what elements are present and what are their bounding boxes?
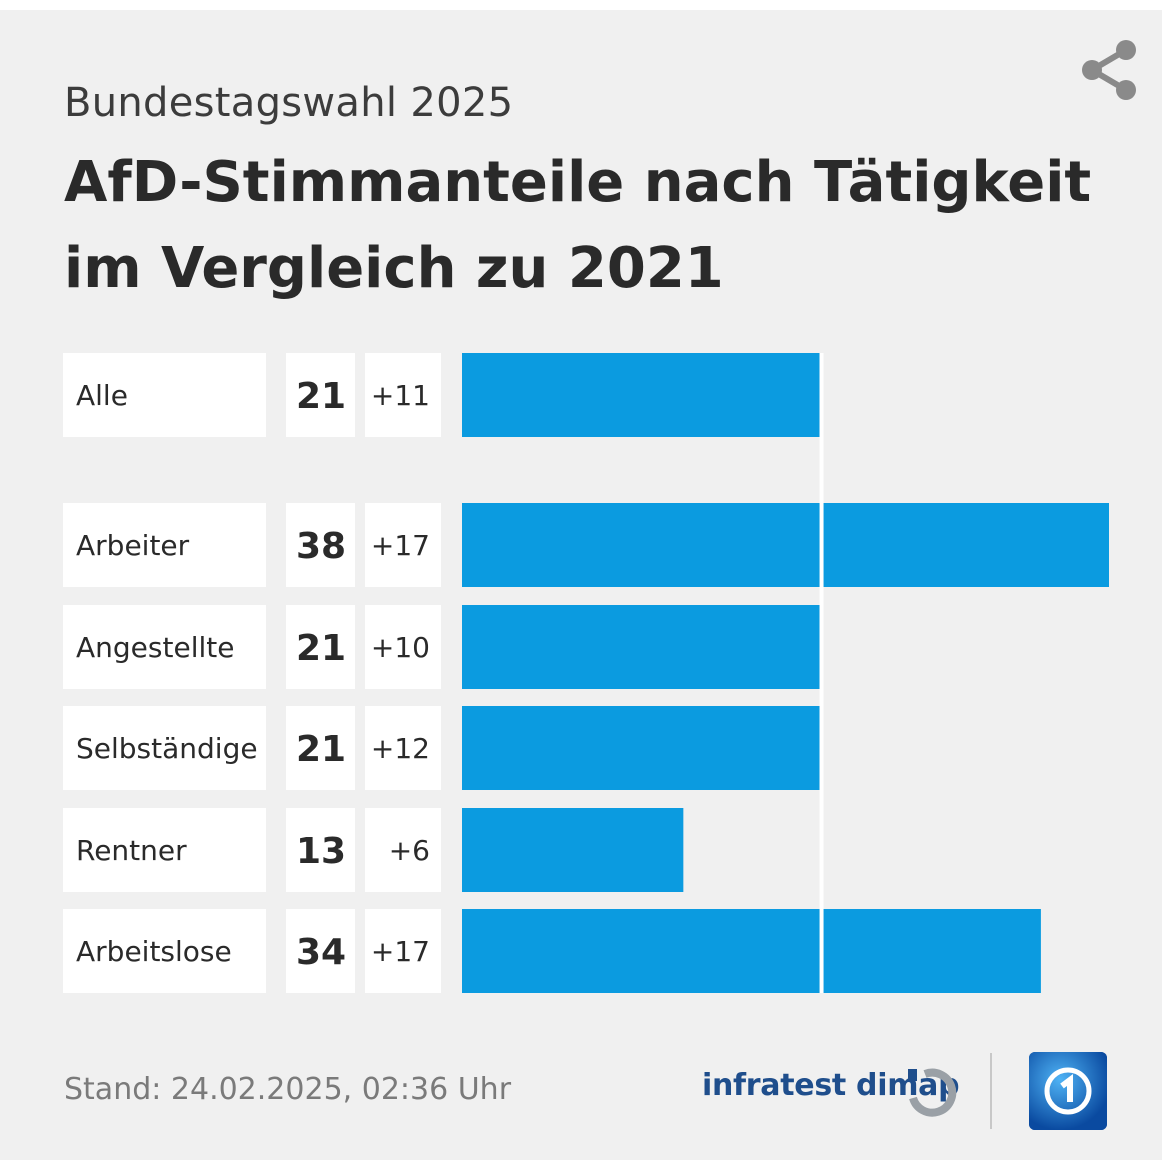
tagesschau-logo [1029, 1052, 1107, 1130]
category-label-alle: Alle [76, 379, 128, 412]
value-label-arbeiter: 38 [296, 526, 346, 567]
change-box-rentner [365, 808, 441, 892]
stand-timestamp: Stand: 24.02.2025, 02:36 Uhr [64, 1072, 512, 1107]
category-label-box-arbeiter [63, 503, 266, 587]
value-box-angestellte [286, 605, 355, 689]
change-box-alle [365, 353, 441, 437]
footer-divider [990, 1053, 992, 1129]
category-label-rentner: Rentner [76, 834, 187, 867]
change-box-selbst-ndige [365, 706, 441, 790]
value-box-rentner [286, 808, 355, 892]
category-label-box-selbst-ndige [63, 706, 266, 790]
change-label-selbst-ndige: +12 [371, 732, 430, 765]
value-box-selbst-ndige [286, 706, 355, 790]
chart-title-line1: AfD-Stimmanteile nach Tätigkeit [64, 150, 1092, 215]
bar-angestellte [462, 605, 820, 689]
value-label-arbeitslose: 34 [296, 932, 346, 973]
change-box-angestellte [365, 605, 441, 689]
category-label-selbst-ndige: Selbständige [76, 732, 258, 765]
change-label-angestellte: +10 [371, 631, 430, 664]
bar-arbeiter [462, 503, 1109, 587]
category-label-box-alle [63, 353, 266, 437]
chart-title: AfD-Stimmanteile nach Tätigkeit im Vergl… [64, 140, 1092, 312]
share-icon[interactable] [1078, 38, 1142, 102]
change-label-rentner: +6 [389, 834, 430, 867]
value-box-arbeiter [286, 503, 355, 587]
change-box-arbeiter [365, 503, 441, 587]
category-label-box-angestellte [63, 605, 266, 689]
value-label-alle: 21 [296, 376, 346, 417]
bar-selbst-ndige [462, 706, 820, 790]
value-label-selbst-ndige: 21 [296, 729, 346, 770]
chart-subtitle: Bundestagswahl 2025 [64, 80, 514, 126]
category-label-arbeitslose: Arbeitslose [76, 935, 232, 968]
value-label-angestellte: 21 [296, 628, 346, 669]
bar-rentner [462, 808, 684, 892]
value-box-arbeitslose [286, 909, 355, 993]
change-box-arbeitslose [365, 909, 441, 993]
change-label-arbeiter: +17 [371, 529, 430, 562]
value-label-rentner: 13 [296, 831, 346, 872]
change-label-alle: +11 [371, 379, 430, 412]
infratest-dimap-logo [908, 1068, 957, 1117]
value-box-alle [286, 353, 355, 437]
bar-alle [462, 353, 820, 437]
category-label-arbeiter: Arbeiter [76, 529, 190, 562]
category-label-angestellte: Angestellte [76, 631, 234, 664]
chart-title-line2: im Vergleich zu 2021 [64, 236, 724, 301]
category-label-box-arbeitslose [63, 909, 266, 993]
change-label-arbeitslose: +17 [371, 935, 430, 968]
category-label-box-rentner [63, 808, 266, 892]
bar-arbeitslose [462, 909, 1041, 993]
